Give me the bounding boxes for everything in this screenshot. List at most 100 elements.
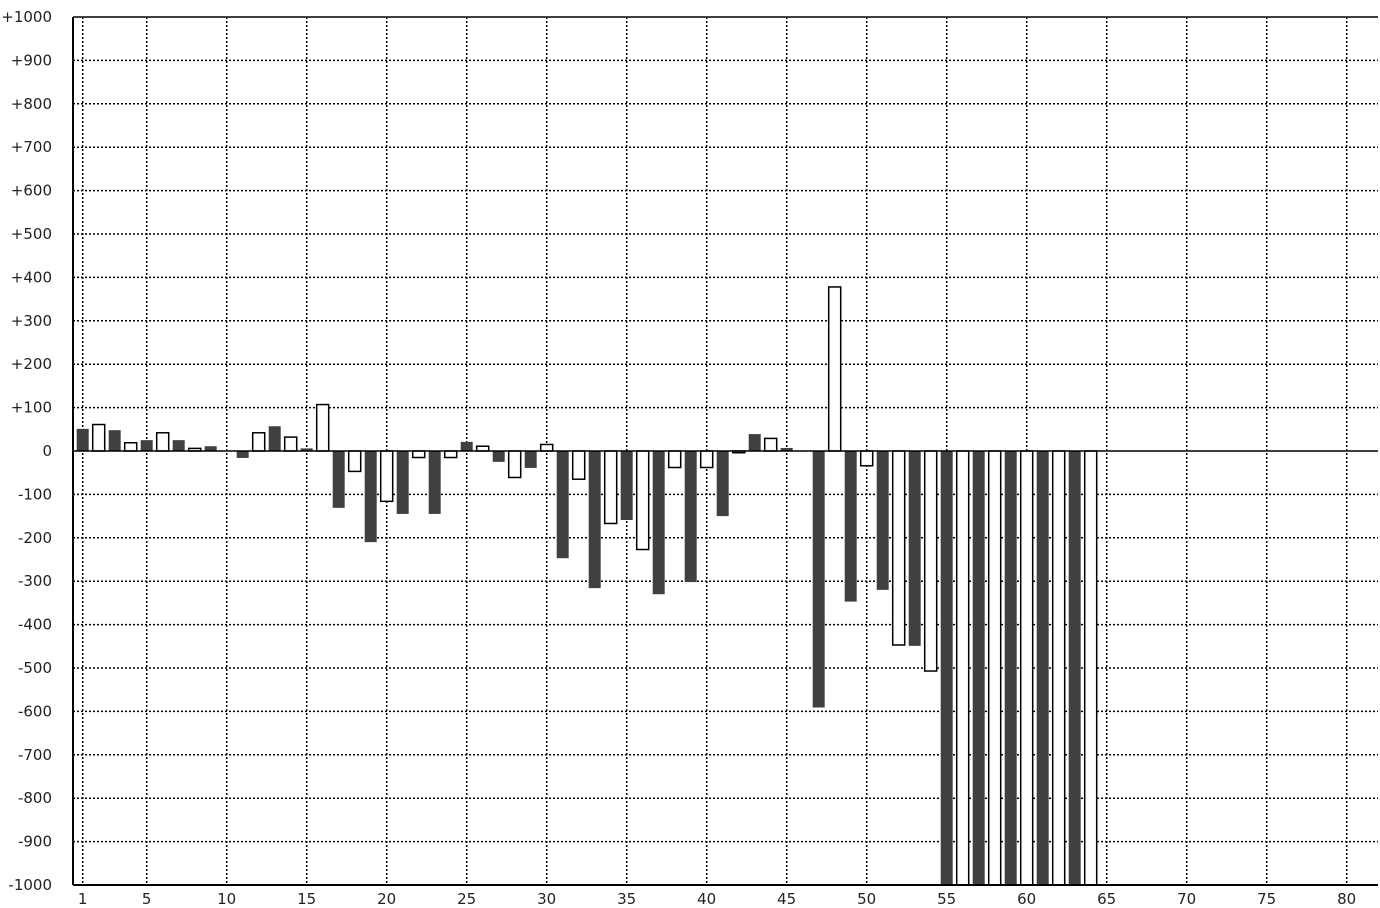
bar-60 bbox=[1019, 450, 1034, 886]
y-tick-label: -500 bbox=[18, 659, 52, 677]
y-tick-label: +900 bbox=[11, 51, 52, 69]
bar-53 bbox=[908, 451, 921, 646]
x-tick-label: 1 bbox=[78, 890, 88, 908]
bar-44 bbox=[763, 437, 778, 452]
bar-1 bbox=[76, 428, 89, 451]
bar-63 bbox=[1068, 451, 1081, 885]
bar-9 bbox=[204, 446, 217, 451]
x-tick-label: 45 bbox=[777, 890, 796, 908]
y-tick-label: +1000 bbox=[1, 8, 52, 26]
y-tick-label: +200 bbox=[11, 355, 52, 373]
bar-31 bbox=[556, 451, 569, 559]
bar-16 bbox=[315, 403, 330, 452]
bar-59 bbox=[1004, 451, 1017, 885]
x-tick-label: 30 bbox=[537, 890, 556, 908]
x-tick-label: 65 bbox=[1097, 890, 1116, 908]
bar-23 bbox=[428, 451, 441, 514]
bar-37 bbox=[652, 451, 665, 595]
bar-13 bbox=[268, 426, 281, 451]
bar-39 bbox=[684, 451, 697, 583]
bar-33 bbox=[588, 451, 601, 589]
bar-64 bbox=[1083, 450, 1098, 886]
x-tick-label: 5 bbox=[142, 890, 152, 908]
x-tick-label: 15 bbox=[297, 890, 316, 908]
bar-61 bbox=[1036, 451, 1049, 885]
bar-48 bbox=[827, 286, 842, 452]
bar-4 bbox=[123, 442, 138, 452]
y-tick-label: +800 bbox=[11, 95, 52, 113]
y-tick-label: +700 bbox=[11, 138, 52, 156]
y-tick-label: +500 bbox=[11, 225, 52, 243]
bar-45 bbox=[780, 447, 793, 451]
bar-50 bbox=[859, 450, 874, 467]
y-tick-label: -300 bbox=[18, 572, 52, 590]
x-tick-label: 50 bbox=[857, 890, 876, 908]
y-tick-label: -900 bbox=[18, 833, 52, 851]
y-tick-label: -600 bbox=[18, 702, 52, 720]
bar-11 bbox=[236, 451, 249, 458]
bar-56 bbox=[955, 450, 970, 886]
y-tick-label: +400 bbox=[11, 268, 52, 286]
bar-52 bbox=[891, 450, 906, 646]
bar-17 bbox=[332, 451, 345, 508]
bars bbox=[76, 286, 1098, 886]
bar-57 bbox=[972, 451, 985, 885]
x-tick-label: 40 bbox=[697, 890, 716, 908]
bar-41 bbox=[716, 451, 729, 517]
bar-7 bbox=[172, 440, 185, 451]
bar-40 bbox=[699, 450, 714, 469]
axes bbox=[72, 16, 1378, 886]
x-tick-label: 75 bbox=[1257, 890, 1276, 908]
y-tick-label: -700 bbox=[18, 746, 52, 764]
bar-30 bbox=[539, 443, 554, 452]
x-tick-label: 70 bbox=[1177, 890, 1196, 908]
bar-49 bbox=[844, 451, 857, 602]
bar-5 bbox=[140, 440, 153, 451]
bar-32 bbox=[571, 450, 586, 480]
y-tick-label: -100 bbox=[18, 485, 52, 503]
bar-36 bbox=[635, 450, 650, 551]
y-tick-label: -1000 bbox=[8, 876, 52, 894]
x-tick-label: 25 bbox=[457, 890, 476, 908]
bar-3 bbox=[108, 430, 121, 451]
bar-20 bbox=[379, 450, 394, 503]
bar-14 bbox=[283, 436, 298, 452]
bar-38 bbox=[667, 450, 682, 469]
x-tick-label: 60 bbox=[1017, 890, 1036, 908]
bar-25 bbox=[460, 441, 473, 451]
bar-22 bbox=[411, 450, 426, 459]
x-tick-labels: 1 5 10 15 20 25 30 35 40 45 50 55 60 65 70 75 80 bbox=[78, 890, 1356, 908]
bar-51 bbox=[876, 451, 889, 590]
bar-12 bbox=[251, 432, 266, 452]
bar-19 bbox=[364, 451, 377, 543]
bar-35 bbox=[620, 451, 633, 521]
y-tick-label: +600 bbox=[11, 182, 52, 200]
bar-15 bbox=[300, 448, 313, 451]
bar-6 bbox=[155, 432, 170, 452]
bar-47 bbox=[812, 451, 825, 708]
y-tick-label: +300 bbox=[11, 312, 52, 330]
bar-21 bbox=[396, 451, 409, 514]
x-tick-label: 35 bbox=[617, 890, 636, 908]
x-tick-label: 20 bbox=[377, 890, 396, 908]
y-tick-label: -400 bbox=[18, 616, 52, 634]
bar-62 bbox=[1051, 450, 1066, 886]
y-tick-label: -800 bbox=[18, 789, 52, 807]
bar-2 bbox=[91, 423, 106, 452]
x-tick-label: 80 bbox=[1337, 890, 1356, 908]
bar-18 bbox=[347, 450, 362, 473]
bar-43 bbox=[748, 434, 761, 451]
y-tick-label: -200 bbox=[18, 529, 52, 547]
y-tick-label: 0 bbox=[42, 442, 52, 460]
bar-29 bbox=[524, 451, 537, 468]
bar-54 bbox=[923, 450, 938, 672]
y-tick-labels: +1000+900+800+700+600+500+400+300+200+10… bbox=[1, 8, 52, 894]
x-tick-label: 55 bbox=[937, 890, 956, 908]
bar-34 bbox=[603, 450, 618, 525]
x-tick-label: 10 bbox=[217, 890, 236, 908]
y-tick-label: +100 bbox=[11, 399, 52, 417]
bar-27 bbox=[492, 451, 505, 462]
bar-28 bbox=[507, 450, 522, 479]
bar-58 bbox=[987, 450, 1002, 886]
